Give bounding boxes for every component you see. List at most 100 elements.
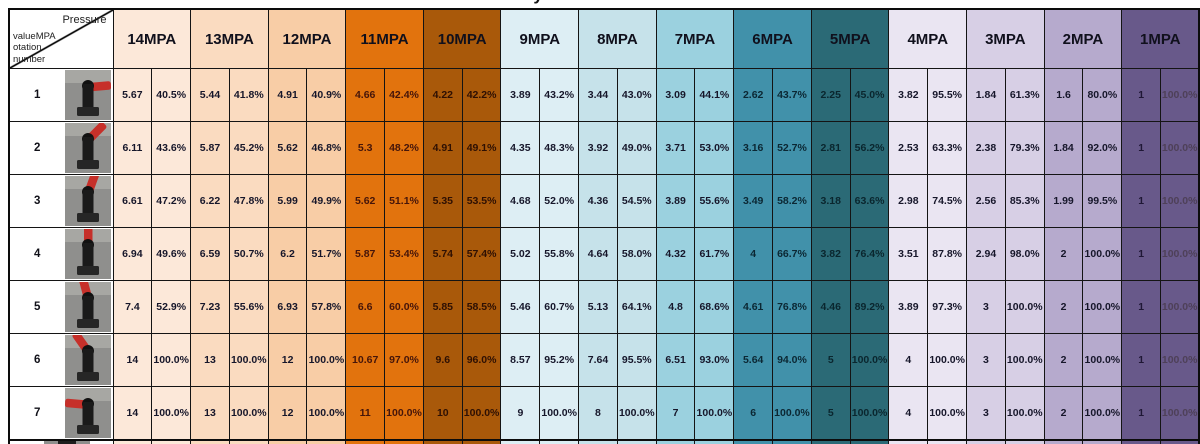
value-cell-12mpa-row3: 5.99 bbox=[267, 174, 308, 228]
percent-cell-13mpa-row4: 50.7% bbox=[228, 227, 269, 281]
value-cell-1mpa-row5: 1 bbox=[1121, 280, 1162, 334]
value-cell-13mpa-row3: 6.22 bbox=[190, 174, 230, 228]
partial-cell bbox=[500, 439, 541, 444]
value-cell-13mpa-row2: 5.87 bbox=[190, 121, 230, 175]
value-cell-6mpa-row3: 3.49 bbox=[733, 174, 774, 228]
partial-row-header bbox=[8, 439, 114, 444]
col-header-6mpa: 6MPA bbox=[733, 8, 812, 69]
value-cell-7mpa-row3: 3.89 bbox=[655, 174, 696, 228]
percent-cell-13mpa-row2: 45.2% bbox=[228, 121, 269, 175]
value-cell-7mpa-row7: 7 bbox=[655, 386, 696, 441]
col-header-5mpa: 5MPA bbox=[810, 8, 890, 69]
value-cell-1mpa-row2: 1 bbox=[1121, 121, 1162, 175]
value-cell-9mpa-row1: 3.89 bbox=[500, 68, 541, 122]
partial-cell bbox=[772, 439, 812, 444]
value-cell-2mpa-row1: 1.6 bbox=[1043, 68, 1084, 122]
percent-cell-1mpa-row5: 100.0% bbox=[1160, 280, 1200, 334]
value-cell-11mpa-row3: 5.62 bbox=[345, 174, 386, 228]
percent-cell-5mpa-row5: 89.2% bbox=[849, 280, 890, 334]
value-cell-12mpa-row5: 6.93 bbox=[267, 280, 308, 334]
value-cell-7mpa-row4: 4.32 bbox=[655, 227, 696, 281]
value-cell-1mpa-row3: 1 bbox=[1121, 174, 1162, 228]
value-cell-11mpa-row4: 5.87 bbox=[345, 227, 386, 281]
rotation-number: 4 bbox=[34, 248, 41, 260]
value-cell-5mpa-row7: 5 bbox=[810, 386, 851, 441]
percent-cell-6mpa-row6: 94.0% bbox=[772, 333, 812, 387]
value-cell-2mpa-row5: 2 bbox=[1043, 280, 1084, 334]
value-cell-14mpa-row2: 6.11 bbox=[112, 121, 153, 175]
table-row: 2 6.11 43.6% 5.87 45.2% 5.62 46.8% 5.3 48.2% 4.91… bbox=[8, 121, 1200, 175]
percent-cell-11mpa-row3: 51.1% bbox=[384, 174, 424, 228]
value-cell-9mpa-row4: 5.02 bbox=[500, 227, 541, 281]
col-header-9mpa: 9MPA bbox=[500, 8, 580, 69]
row-header-2: 2 bbox=[8, 121, 114, 175]
percent-cell-4mpa-row3: 74.5% bbox=[927, 174, 968, 228]
valve-photo bbox=[64, 229, 111, 279]
percent-cell-9mpa-row4: 55.8% bbox=[539, 227, 580, 281]
value-cell-7mpa-row6: 6.51 bbox=[655, 333, 696, 387]
percent-cell-2mpa-row5: 100.0% bbox=[1082, 280, 1123, 334]
value-cell-1mpa-row7: 1 bbox=[1121, 386, 1162, 441]
percent-cell-10mpa-row1: 42.2% bbox=[461, 68, 502, 122]
percent-cell-1mpa-row1: 100.0% bbox=[1160, 68, 1200, 122]
value-cell-14mpa-row6: 14 bbox=[112, 333, 153, 387]
col-header-14mpa: 14MPA bbox=[112, 8, 192, 69]
col-header-10mpa: 10MPA bbox=[422, 8, 502, 69]
value-cell-10mpa-row7: 10 bbox=[422, 386, 463, 441]
value-cell-1mpa-row6: 1 bbox=[1121, 333, 1162, 387]
percent-cell-10mpa-row7: 100.0% bbox=[461, 386, 502, 441]
value-cell-13mpa-row6: 13 bbox=[190, 333, 230, 387]
rotation-number: 3 bbox=[34, 195, 41, 207]
value-cell-9mpa-row2: 4.35 bbox=[500, 121, 541, 175]
value-cell-11mpa-row2: 5.3 bbox=[345, 121, 386, 175]
percent-cell-1mpa-row4: 100.0% bbox=[1160, 227, 1200, 281]
value-cell-12mpa-row4: 6.2 bbox=[267, 227, 308, 281]
value-cell-6mpa-row6: 5.64 bbox=[733, 333, 774, 387]
percent-cell-7mpa-row6: 93.0% bbox=[694, 333, 735, 387]
value-cell-11mpa-row6: 10.67 bbox=[345, 333, 386, 387]
value-cell-4mpa-row6: 4 bbox=[888, 333, 929, 387]
value-cell-10mpa-row3: 5.35 bbox=[422, 174, 463, 228]
partial-cell bbox=[694, 439, 735, 444]
percent-cell-5mpa-row6: 100.0% bbox=[849, 333, 890, 387]
valve-photo bbox=[64, 176, 111, 226]
percent-cell-5mpa-row3: 63.6% bbox=[849, 174, 890, 228]
percent-cell-1mpa-row2: 100.0% bbox=[1160, 121, 1200, 175]
percent-cell-10mpa-row5: 58.5% bbox=[461, 280, 502, 334]
corner-cell: Pressure valueMPA otation number bbox=[8, 8, 114, 69]
valve-photo bbox=[64, 335, 111, 385]
value-cell-10mpa-row6: 9.6 bbox=[422, 333, 463, 387]
valve-photo bbox=[64, 70, 111, 120]
valve-photo bbox=[64, 282, 111, 332]
partial-cell bbox=[306, 439, 347, 444]
value-cell-2mpa-row3: 1.99 bbox=[1043, 174, 1084, 228]
percent-cell-7mpa-row3: 55.6% bbox=[694, 174, 735, 228]
value-cell-11mpa-row5: 6.6 bbox=[345, 280, 386, 334]
value-cell-3mpa-row2: 2.38 bbox=[966, 121, 1006, 175]
percent-cell-2mpa-row3: 99.5% bbox=[1082, 174, 1123, 228]
value-cell-5mpa-row1: 2.25 bbox=[810, 68, 851, 122]
value-cell-6mpa-row1: 2.62 bbox=[733, 68, 774, 122]
partial-cell bbox=[655, 439, 696, 444]
percent-cell-6mpa-row1: 43.7% bbox=[772, 68, 812, 122]
rotation-number: 5 bbox=[34, 301, 41, 313]
value-cell-10mpa-row2: 4.91 bbox=[422, 121, 463, 175]
partial-cell bbox=[1004, 439, 1045, 444]
corner-label-rotation-number: valueMPA otation number bbox=[13, 30, 56, 65]
percent-cell-14mpa-row7: 100.0% bbox=[151, 386, 192, 441]
table-row: 4 6.94 49.6% 6.59 50.7% 6.2 51.7% 5.87 53.4% 5.74… bbox=[8, 227, 1200, 281]
value-cell-4mpa-row4: 3.51 bbox=[888, 227, 929, 281]
percent-cell-2mpa-row7: 100.0% bbox=[1082, 386, 1123, 441]
percent-cell-1mpa-row6: 100.0% bbox=[1160, 333, 1200, 387]
partial-cell bbox=[616, 439, 657, 444]
percent-cell-13mpa-row1: 41.8% bbox=[228, 68, 269, 122]
value-cell-3mpa-row1: 1.84 bbox=[966, 68, 1006, 122]
value-cell-12mpa-row1: 4.91 bbox=[267, 68, 308, 122]
value-cell-13mpa-row4: 6.59 bbox=[190, 227, 230, 281]
value-cell-3mpa-row4: 2.94 bbox=[966, 227, 1006, 281]
percent-cell-11mpa-row5: 60.0% bbox=[384, 280, 424, 334]
value-cell-2mpa-row6: 2 bbox=[1043, 333, 1084, 387]
percent-cell-7mpa-row2: 53.0% bbox=[694, 121, 735, 175]
percent-cell-4mpa-row6: 100.0% bbox=[927, 333, 968, 387]
